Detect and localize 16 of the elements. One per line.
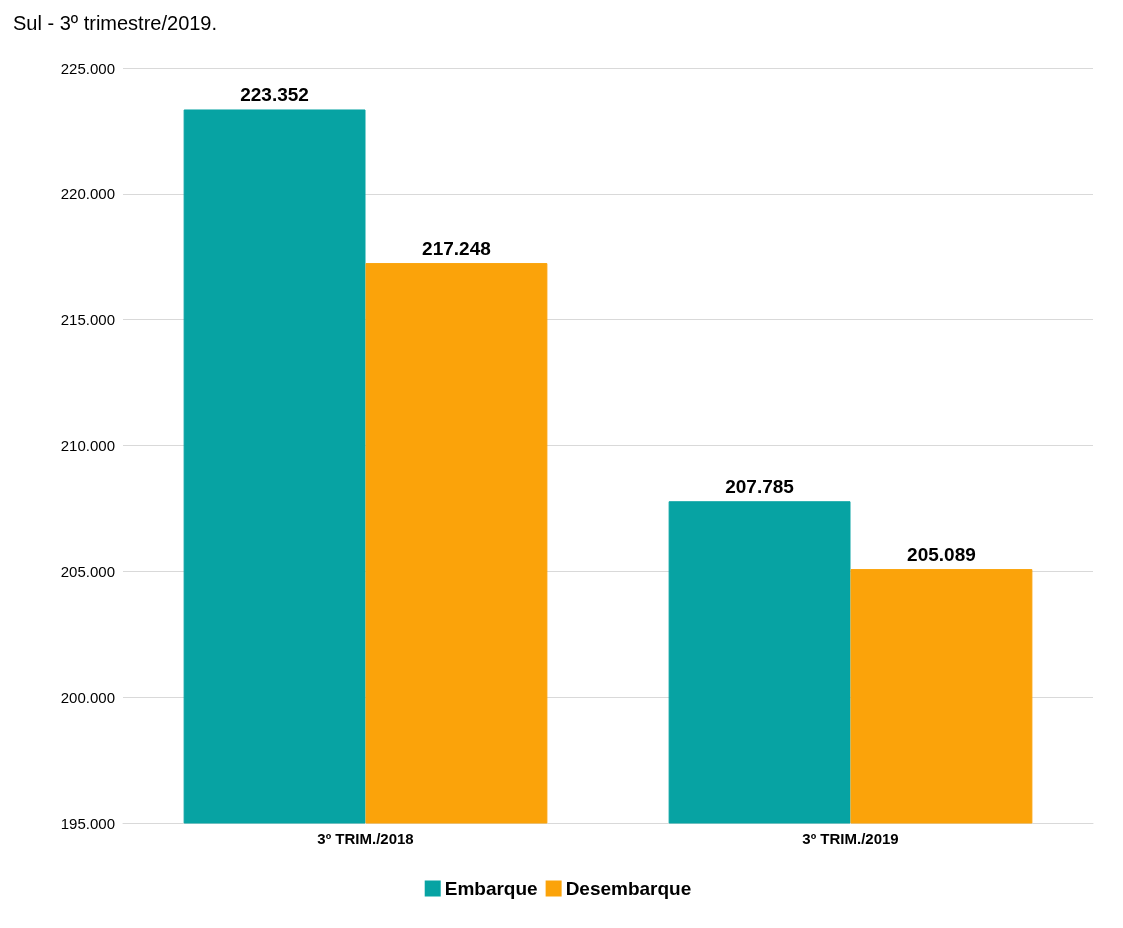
y-tick-label: 225.000 [60, 59, 115, 77]
data-label: 207.785 [725, 476, 795, 498]
data-label: 205.089 [907, 544, 976, 566]
chart-title: Sul - 3º trimestre/2019. [13, 12, 218, 34]
y-tick-label: 195.000 [60, 814, 115, 832]
legend-label: Desembarque [565, 878, 692, 899]
y-tick-label: 215.000 [60, 311, 115, 329]
y-tick-label: 200.000 [60, 688, 115, 706]
y-tick-label: 205.000 [60, 562, 115, 580]
y-tick-label: 210.000 [60, 437, 115, 454]
y-tick-label: 220.000 [60, 185, 115, 203]
data-label: 223.352 [240, 84, 309, 106]
data-label: 217.248 [422, 238, 491, 260]
legend-label: Embarque [444, 878, 538, 899]
x-tick-label: 3º TRIM./2019 [802, 830, 899, 847]
x-tick-label: 3º TRIM./2018 [317, 830, 414, 847]
